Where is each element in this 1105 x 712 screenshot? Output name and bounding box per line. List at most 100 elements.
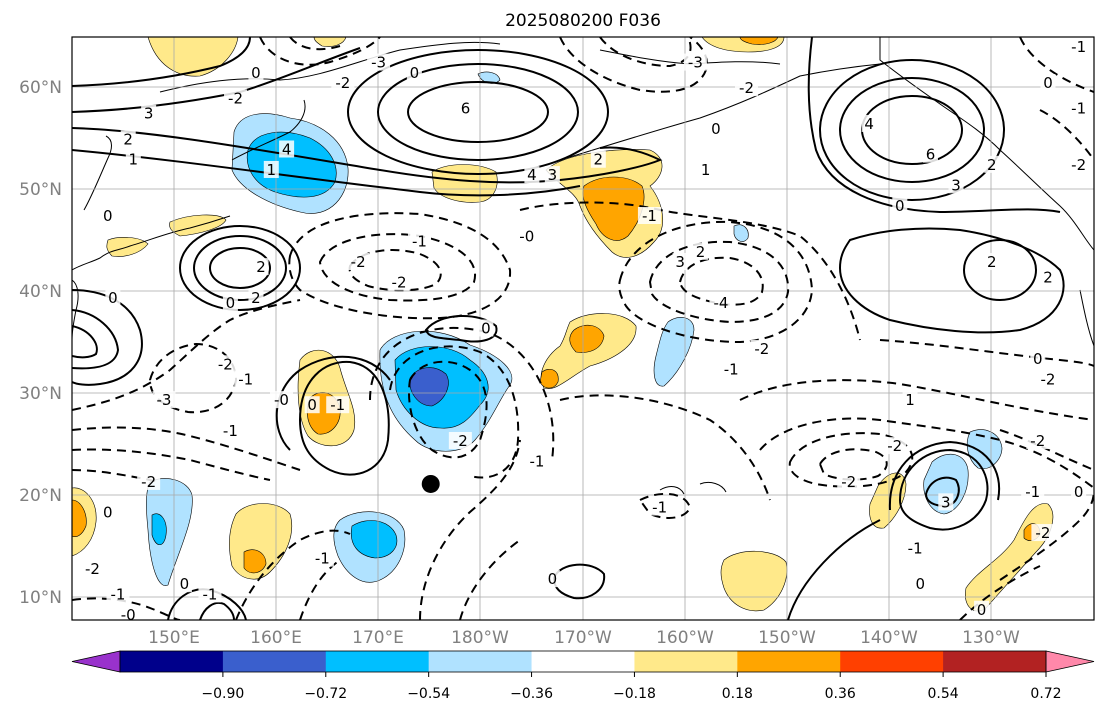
- contour-label: -1: [530, 452, 545, 470]
- coastline: [659, 481, 727, 495]
- contour-label: -1: [1071, 100, 1086, 118]
- negative-contour: [289, 37, 341, 51]
- positive-contour: [209, 247, 271, 289]
- contour-label: 2: [987, 253, 997, 271]
- contour-label-bg: [198, 585, 222, 603]
- positive-contour: [838, 227, 1065, 334]
- contour-label-bg: [248, 63, 264, 81]
- contour-label: 2: [1043, 268, 1053, 286]
- contour-label-bg: [406, 63, 422, 81]
- contour-label-bg: [1040, 74, 1056, 92]
- lon-tick-label: 170°W: [554, 628, 612, 648]
- pos-anomaly-shading: [72, 499, 87, 537]
- contour-label: -1: [315, 550, 330, 568]
- contour-label: 2: [696, 243, 706, 261]
- contour-label-bg: [263, 160, 279, 178]
- positive-contour: [72, 149, 581, 197]
- lat-tick-label: 30°N: [19, 384, 62, 404]
- contour-label: -2: [1041, 371, 1056, 389]
- contour-label: 1: [129, 151, 139, 169]
- negative-contour: [648, 240, 790, 324]
- lon-tick-label: 160°W: [656, 628, 714, 648]
- negative-contour: [759, 417, 1094, 489]
- contour-label-bg: [590, 150, 606, 168]
- contour-label-bg: [1036, 370, 1060, 388]
- negative-contour: [288, 212, 512, 320]
- contour-label: 4: [864, 115, 874, 133]
- positive-contour: [819, 59, 1005, 201]
- shaded-anomaly-layer: [72, 37, 1054, 612]
- contour-label-bg: [683, 53, 707, 71]
- contour-label: -3: [156, 391, 171, 409]
- positive-contour: [347, 49, 609, 175]
- contour-label: 0: [226, 294, 236, 312]
- neg-anomaly-shading: [146, 478, 193, 586]
- contour-label: 0: [548, 570, 558, 588]
- contour-label-bg: [407, 232, 431, 250]
- contour-label-bg: [544, 570, 560, 588]
- lon-tick-label: 150°W: [758, 628, 816, 648]
- contour-label: 0: [1033, 350, 1043, 368]
- contour-label-bg: [1067, 99, 1091, 117]
- contour-label-bg: [837, 472, 861, 490]
- contour-label-bg: [367, 53, 391, 71]
- contour-label: 4: [282, 141, 292, 159]
- colorbar-swatch: [120, 651, 224, 672]
- contour-label-bg: [116, 605, 140, 620]
- contour-label: -2: [739, 79, 754, 97]
- contour-label-bg: [1071, 483, 1087, 501]
- positive-contour: [377, 63, 579, 161]
- colorbar-swatch: [737, 651, 841, 672]
- colorbar-frame: [119, 650, 1047, 673]
- negative-contour: [408, 360, 488, 459]
- contour-label-bg: [457, 99, 473, 117]
- contour-label: 2: [123, 130, 133, 148]
- colorbar-swatch: [222, 651, 327, 672]
- contour-label-bg: [387, 273, 411, 291]
- contour-label-bg: [903, 539, 927, 557]
- negative-contour: [519, 201, 861, 341]
- contour-label: -3: [371, 54, 386, 72]
- contour-label: 2: [987, 156, 997, 174]
- contour-label: 0: [103, 504, 113, 522]
- map-title: 2025080200 F036: [505, 11, 661, 31]
- contour-label-bg: [648, 498, 672, 516]
- contour-label-bg: [105, 288, 121, 306]
- colorbar-tick-label: 0.36: [825, 686, 856, 702]
- contour-label: -1: [238, 371, 253, 389]
- contour-label: 6: [926, 146, 936, 164]
- lon-tick-label: 150°E: [148, 628, 200, 648]
- contour-label: 2: [251, 289, 261, 307]
- contour-label-bg: [270, 391, 294, 409]
- contour-label: -1: [412, 233, 427, 251]
- contour-label-bg: [331, 74, 355, 92]
- contour-label: 0: [103, 207, 113, 225]
- negative-contour: [299, 559, 341, 620]
- contour-label: 1: [905, 391, 915, 409]
- colorbar-extend-high: [1045, 650, 1095, 673]
- contour-label: 3: [144, 105, 154, 123]
- negative-contour: [389, 345, 520, 479]
- contour-label-bg: [213, 355, 237, 373]
- contour-label-bg: [902, 391, 918, 409]
- positive-contour: [839, 77, 985, 183]
- neg-anomaly-shading: [151, 513, 167, 546]
- colorbar-swatch: [943, 651, 1047, 672]
- contour-label: 3: [548, 166, 558, 184]
- contour-label: -0: [519, 227, 534, 245]
- storm-center-marker: [421, 474, 440, 493]
- contour-label: -2: [392, 273, 407, 291]
- negative-contour: [1019, 37, 1094, 93]
- contour-label-bg: [984, 253, 1000, 271]
- contour-label-bg: [861, 114, 877, 132]
- neg-anomaly-shading: [966, 429, 1003, 470]
- contour-label-bg: [698, 160, 714, 178]
- contour-label-bg: [735, 79, 759, 97]
- pos-anomaly-shading: [720, 550, 788, 612]
- lat-tick-label: 40°N: [19, 282, 62, 302]
- contour-label: 2: [256, 258, 266, 276]
- contour-label-bg: [222, 293, 238, 311]
- positive-contour: [72, 127, 663, 184]
- contour-label-bg: [253, 258, 269, 276]
